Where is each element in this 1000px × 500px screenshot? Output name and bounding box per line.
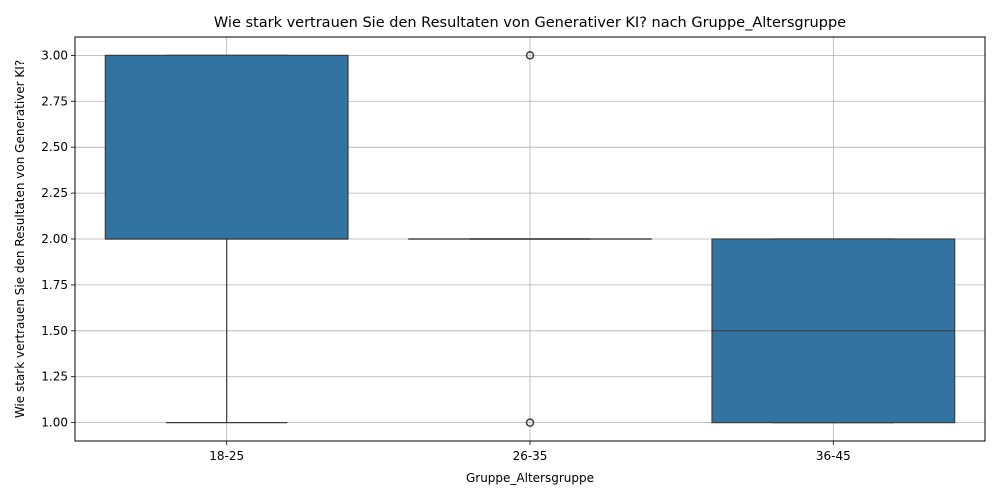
- iqr-box: [104, 54, 349, 240]
- x-tick-label: 26-35: [513, 449, 548, 463]
- box-36-45: [711, 238, 956, 424]
- x-axis-title: Gruppe_Altersgruppe: [466, 471, 594, 485]
- x-tick-label: 18-25: [209, 449, 244, 463]
- x-tick-label: 36-45: [816, 449, 851, 463]
- box-26-35: [408, 51, 652, 427]
- y-tick-label: 1.00: [41, 416, 68, 430]
- y-tick-label: 2.00: [41, 232, 68, 246]
- box-18-25: [104, 54, 349, 424]
- y-tick-label: 2.50: [41, 140, 68, 154]
- box-series: [104, 51, 956, 427]
- y-tick-label: 2.75: [41, 94, 68, 108]
- y-tick-label: 3.00: [41, 48, 68, 62]
- y-tick-label: 2.25: [41, 186, 68, 200]
- x-axis: 18-25 26-35 36-45: [209, 441, 851, 463]
- outlier-point: [525, 418, 535, 427]
- y-tick-label: 1.25: [41, 370, 68, 384]
- chart-title: Wie stark vertrauen Sie den Resultaten v…: [214, 15, 846, 31]
- y-axis: 1.00 1.25 1.50 1.75 2.00 2.25 2.50 2.75 3.00: [41, 48, 75, 430]
- outlier-point: [525, 51, 535, 60]
- y-tick-label: 1.50: [41, 324, 68, 338]
- y-tick-label: 1.75: [41, 278, 68, 292]
- y-axis-title: Wie stark vertrauen Sie den Resultaten v…: [13, 60, 27, 418]
